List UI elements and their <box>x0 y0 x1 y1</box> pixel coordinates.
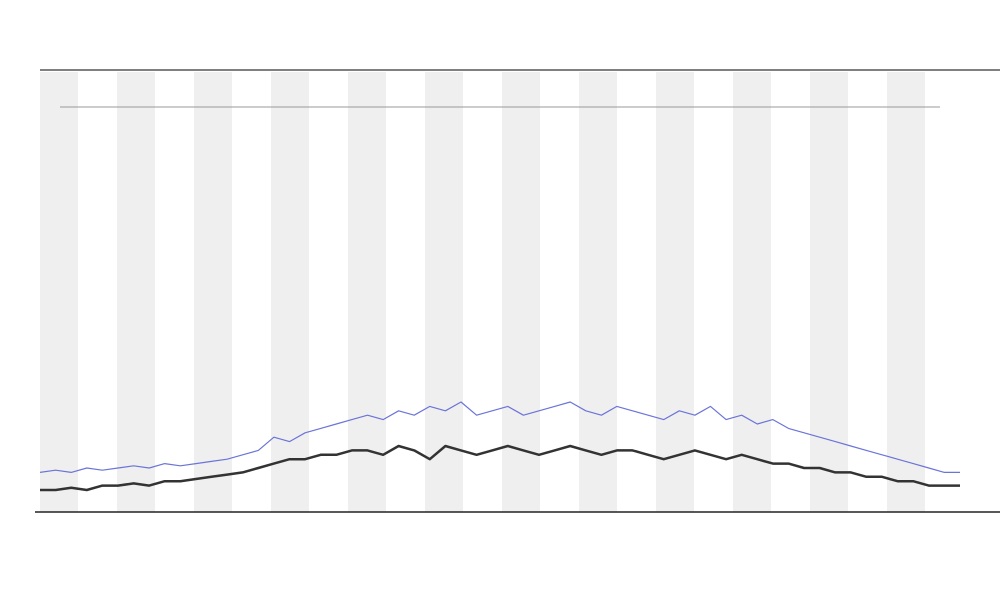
series-line <box>39 401 960 473</box>
band <box>810 72 848 512</box>
band <box>194 72 232 512</box>
band <box>117 72 155 512</box>
band <box>656 72 694 512</box>
band <box>271 72 309 512</box>
series-line <box>40 444 960 492</box>
band <box>887 72 925 512</box>
band <box>579 72 617 512</box>
band <box>40 72 78 512</box>
background-bands <box>40 72 925 512</box>
band <box>348 72 386 512</box>
band <box>502 72 540 512</box>
band <box>425 72 463 512</box>
band <box>733 72 771 512</box>
